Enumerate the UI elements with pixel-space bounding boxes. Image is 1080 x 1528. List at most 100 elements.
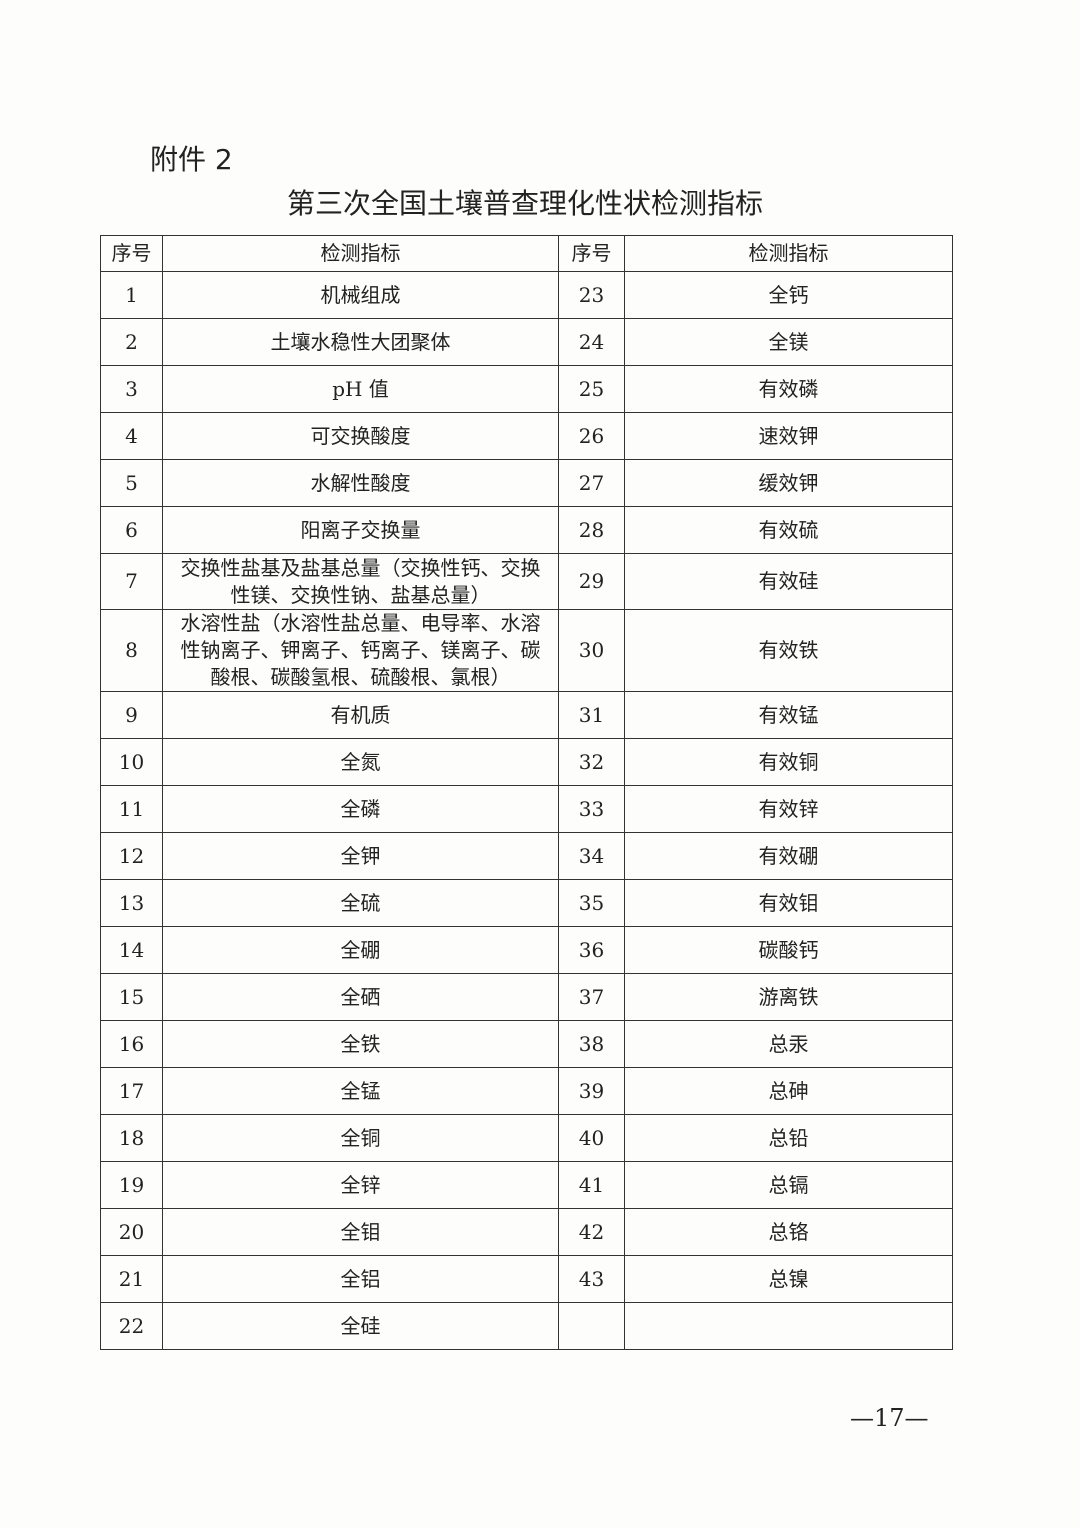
table-row: 17 全锰 39 总砷 [100,1067,953,1115]
header-indicator-right: 检测指标 [624,235,953,272]
cell-indicator-right: 有效锌 [624,785,953,833]
table-row: 15 全硒 37 游离铁 [100,973,953,1021]
cell-indicator-right: 总汞 [624,1020,953,1068]
cell-indicator-right: 总铬 [624,1208,953,1256]
cell-seq-right: 31 [558,691,625,739]
cell-indicator-left: 全硼 [162,926,559,974]
cell-seq-right: 41 [558,1161,625,1209]
cell-seq-left: 4 [100,412,163,460]
table-row: 14 全硼 36 碳酸钙 [100,926,953,974]
cell-seq-left: 21 [100,1255,163,1303]
attachment-label: 附件 2 [150,143,233,176]
cell-seq-left: 11 [100,785,163,833]
cell-indicator-left: 全硒 [162,973,559,1021]
cell-indicator-right: 有效铁 [624,609,953,692]
table-row: 16 全铁 38 总汞 [100,1020,953,1068]
cell-seq-left: 8 [100,609,163,692]
cell-seq-right: 43 [558,1255,625,1303]
table-row: 22 全硅 [100,1302,953,1350]
document-title: 第三次全国土壤普查理化性状检测指标 [286,187,763,220]
table-row: 1 机械组成 23 全钙 [100,271,953,319]
cell-indicator-right: 速效钾 [624,412,953,460]
table-row: 6 阳离子交换量 28 有效硫 [100,506,953,554]
cell-seq-left: 15 [100,973,163,1021]
table-row: 10 全氮 32 有效铜 [100,738,953,786]
cell-seq-left: 17 [100,1067,163,1115]
cell-indicator-right: 总砷 [624,1067,953,1115]
cell-seq-left: 9 [100,691,163,739]
cell-indicator-right: 有效硼 [624,832,953,880]
cell-seq-right: 28 [558,506,625,554]
cell-indicator-right: 全镁 [624,318,953,366]
indicator-table: 序号 检测指标 序号 检测指标 1 机械组成 23 全钙 2 土壤水稳性大团聚体 24 全镁 3… [100,235,953,1350]
cell-seq-right: 35 [558,879,625,927]
cell-seq-right: 29 [558,553,625,610]
cell-seq-right: 34 [558,832,625,880]
cell-seq-right: 26 [558,412,625,460]
cell-indicator-right: 有效锰 [624,691,953,739]
cell-indicator-left: 全钾 [162,832,559,880]
cell-seq-left: 18 [100,1114,163,1162]
cell-seq-left: 2 [100,318,163,366]
page-number: —17— [850,1404,929,1432]
cell-seq-right: 32 [558,738,625,786]
cell-indicator-left: 全硫 [162,879,559,927]
cell-indicator-left: 全铁 [162,1020,559,1068]
cell-indicator-left: 水溶性盐（水溶性盐总量、电导率、水溶性钠离子、钾离子、钙离子、镁离子、碳酸根、碳… [162,609,559,692]
cell-seq-left: 5 [100,459,163,507]
table-row: 9 有机质 31 有效锰 [100,691,953,739]
table-row: 20 全钼 42 总铬 [100,1208,953,1256]
cell-seq-left: 12 [100,832,163,880]
cell-indicator-right: 缓效钾 [624,459,953,507]
cell-seq-left: 7 [100,553,163,610]
cell-indicator-left: 全锌 [162,1161,559,1209]
cell-indicator-right: 总镉 [624,1161,953,1209]
cell-indicator-right: 全钙 [624,271,953,319]
cell-indicator-left: 全磷 [162,785,559,833]
table-row: 21 全铝 43 总镍 [100,1255,953,1303]
cell-seq-left: 19 [100,1161,163,1209]
cell-seq-left: 10 [100,738,163,786]
cell-indicator-right: 有效钼 [624,879,953,927]
cell-seq-right: 24 [558,318,625,366]
cell-indicator-left: 全铜 [162,1114,559,1162]
table-row: 11 全磷 33 有效锌 [100,785,953,833]
cell-seq-right: 40 [558,1114,625,1162]
cell-seq-right: 39 [558,1067,625,1115]
cell-indicator-left: 全氮 [162,738,559,786]
cell-seq-left: 1 [100,271,163,319]
cell-indicator-left: 全硅 [162,1302,559,1350]
cell-seq-right: 33 [558,785,625,833]
cell-seq-right: 25 [558,365,625,413]
cell-seq-right: 27 [558,459,625,507]
cell-seq-left: 20 [100,1208,163,1256]
cell-indicator-left: 全铝 [162,1255,559,1303]
table-row: 4 可交换酸度 26 速效钾 [100,412,953,460]
table-row: 12 全钾 34 有效硼 [100,832,953,880]
cell-seq-right: 30 [558,609,625,692]
cell-indicator-left: 交换性盐基及盐基总量（交换性钙、交换性镁、交换性钠、盐基总量） [162,553,559,610]
cell-seq-right: 36 [558,926,625,974]
cell-seq-left: 22 [100,1302,163,1350]
cell-indicator-right: 有效硫 [624,506,953,554]
cell-indicator-left: 有机质 [162,691,559,739]
cell-indicator-right [624,1302,953,1350]
table-row: 3 pH 值 25 有效磷 [100,365,953,413]
cell-indicator-right: 碳酸钙 [624,926,953,974]
cell-indicator-right: 游离铁 [624,973,953,1021]
cell-indicator-right: 有效铜 [624,738,953,786]
cell-indicator-left: pH 值 [162,365,559,413]
cell-indicator-right: 有效硅 [624,553,953,610]
cell-seq-right: 38 [558,1020,625,1068]
header-seq-right: 序号 [558,235,625,272]
cell-indicator-left: 水解性酸度 [162,459,559,507]
header-seq-left: 序号 [100,235,163,272]
cell-indicator-left: 可交换酸度 [162,412,559,460]
cell-seq-left: 16 [100,1020,163,1068]
table-row: 7 交换性盐基及盐基总量（交换性钙、交换性镁、交换性钠、盐基总量） 29 有效硅 [100,553,953,610]
cell-indicator-right: 总镍 [624,1255,953,1303]
cell-indicator-left: 机械组成 [162,271,559,319]
table-row: 8 水溶性盐（水溶性盐总量、电导率、水溶性钠离子、钾离子、钙离子、镁离子、碳酸根、… [100,609,953,692]
cell-seq-left: 13 [100,879,163,927]
cell-seq-left: 14 [100,926,163,974]
